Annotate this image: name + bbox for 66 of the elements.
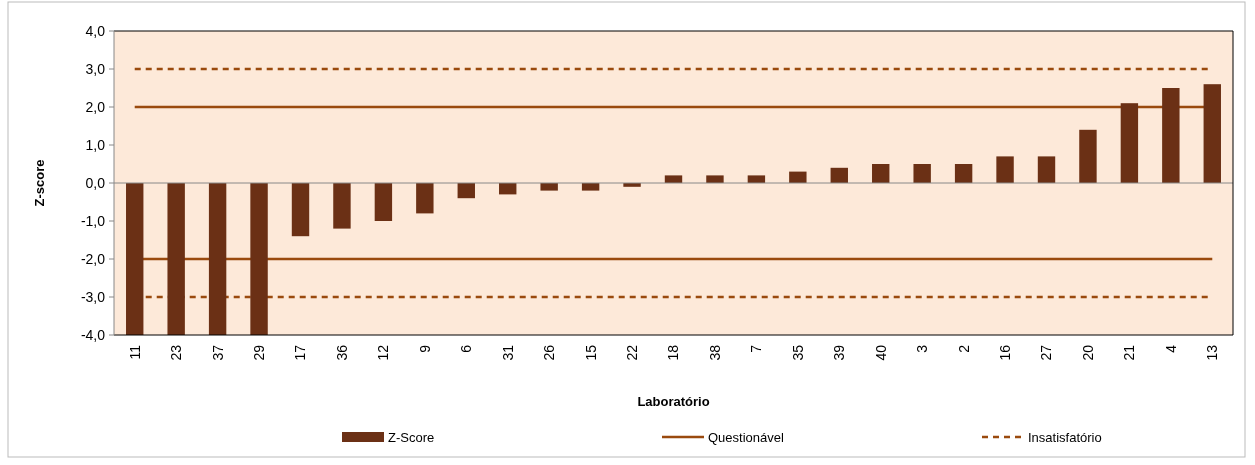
y-tick-label: -2,0 bbox=[80, 250, 106, 267]
y-axis-title: Z-score bbox=[32, 159, 47, 207]
y-tick-label: 0,0 bbox=[85, 174, 106, 191]
x-axis-title: Laboratório bbox=[637, 394, 710, 409]
bar bbox=[706, 175, 724, 183]
x-tick-label: 3 bbox=[914, 344, 931, 353]
x-tick-label: 16 bbox=[996, 344, 1013, 361]
x-tick-label: 40 bbox=[872, 344, 889, 361]
bar bbox=[374, 183, 393, 221]
x-tick-label: 20 bbox=[1079, 344, 1096, 361]
x-tick-label: 27 bbox=[1038, 344, 1055, 361]
bar bbox=[1120, 103, 1139, 183]
legend-label: Insatisfatório bbox=[1028, 429, 1102, 445]
bar bbox=[291, 183, 310, 237]
bar bbox=[872, 164, 890, 183]
x-tick-label: 12 bbox=[375, 344, 392, 361]
x-tick-label: 15 bbox=[582, 344, 599, 361]
bar bbox=[1203, 84, 1221, 183]
x-tick-label: 22 bbox=[623, 344, 640, 361]
bar bbox=[996, 156, 1014, 183]
x-tick-label: 13 bbox=[1204, 344, 1221, 361]
y-tick-label: 3,0 bbox=[85, 60, 106, 77]
bar bbox=[250, 183, 268, 335]
y-tick-label: -3,0 bbox=[80, 288, 106, 305]
bar bbox=[913, 164, 931, 183]
x-tick-label: 39 bbox=[831, 344, 848, 361]
x-tick-label: 7 bbox=[748, 344, 765, 353]
x-tick-label: 18 bbox=[665, 344, 682, 361]
y-tick-label: 2,0 bbox=[85, 98, 106, 115]
x-tick-label: 29 bbox=[250, 344, 267, 361]
bar bbox=[208, 183, 227, 335]
bar bbox=[954, 164, 973, 183]
x-tick-label: 26 bbox=[541, 344, 558, 361]
bar bbox=[416, 183, 434, 214]
y-tick-label: -4,0 bbox=[80, 326, 106, 343]
bar bbox=[126, 183, 144, 335]
bar bbox=[830, 167, 848, 183]
bar bbox=[333, 183, 351, 229]
x-tick-label: 31 bbox=[499, 344, 516, 361]
x-tick-label: 36 bbox=[333, 344, 350, 361]
bar bbox=[540, 183, 558, 191]
bar bbox=[1079, 129, 1097, 183]
legend-label: Questionável bbox=[708, 429, 784, 445]
x-tick-label: 23 bbox=[168, 344, 185, 361]
x-tick-label: 37 bbox=[209, 344, 226, 361]
x-tick-label: 6 bbox=[458, 344, 475, 353]
y-tick-label: 1,0 bbox=[85, 136, 106, 153]
bar bbox=[1037, 156, 1056, 183]
bar bbox=[747, 175, 766, 183]
bar bbox=[457, 183, 475, 199]
bar bbox=[581, 183, 600, 191]
x-tick-label: 17 bbox=[292, 344, 309, 361]
y-tick-label: -1,0 bbox=[80, 212, 106, 229]
bar bbox=[789, 171, 807, 183]
bar bbox=[1162, 88, 1180, 183]
x-tick-label: 38 bbox=[706, 344, 723, 361]
x-tick-label: 2 bbox=[955, 344, 972, 353]
legend-label: Z-Score bbox=[388, 429, 435, 445]
x-tick-label: 9 bbox=[416, 344, 433, 353]
x-tick-label: 4 bbox=[1162, 344, 1179, 353]
x-tick-label: 21 bbox=[1121, 344, 1138, 361]
x-tick-label: 35 bbox=[789, 344, 806, 361]
bar bbox=[167, 183, 185, 335]
bar bbox=[664, 175, 683, 183]
y-tick-label: 4,0 bbox=[85, 22, 106, 39]
x-tick-label: 11 bbox=[126, 344, 143, 360]
